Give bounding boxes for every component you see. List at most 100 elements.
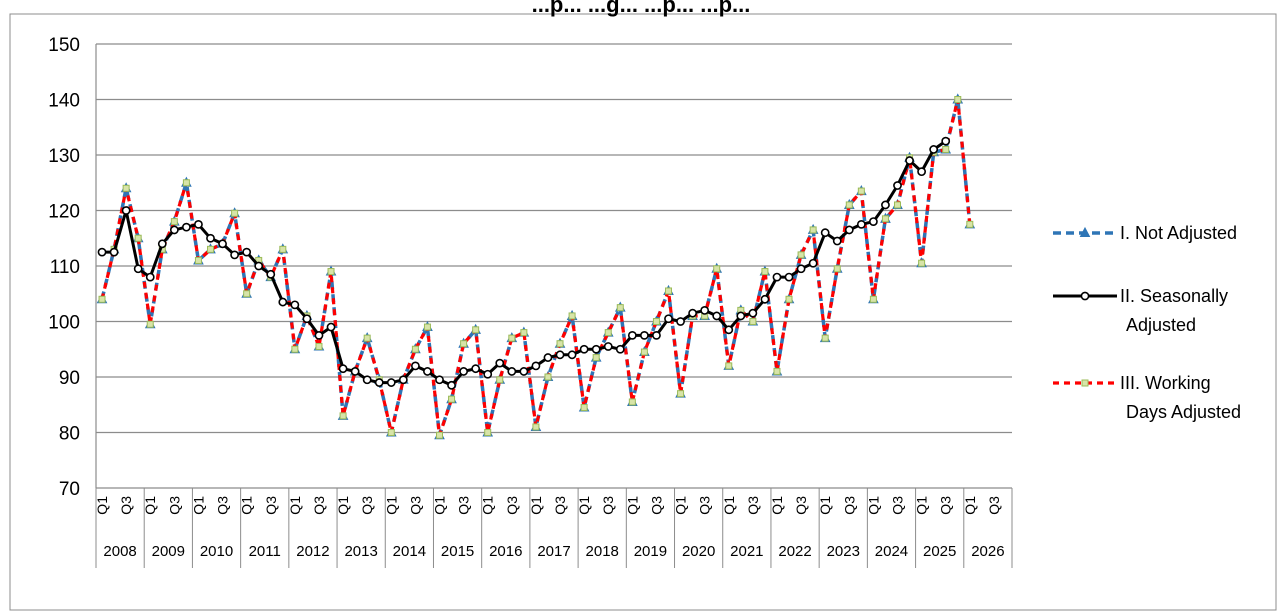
data-point (194, 219, 203, 229)
data-point (725, 362, 733, 370)
x-quarter-label: Q3 (504, 496, 520, 515)
data-point (207, 245, 214, 253)
x-quarter-label: Q3 (793, 496, 809, 515)
data-point (532, 423, 540, 431)
legend: I. Not Adjusted II. Seasonally Adjusted III… (1053, 223, 1241, 422)
data-point (832, 236, 842, 246)
x-year-label: 2008 (103, 543, 136, 560)
x-quarter-label: Q1 (769, 496, 785, 515)
x-quarter-label: Q1 (239, 496, 255, 515)
data-point (362, 375, 372, 385)
data-point (472, 326, 480, 334)
data-point (1079, 226, 1091, 237)
data-point (314, 330, 324, 340)
data-point (942, 145, 950, 153)
data-point (627, 330, 637, 340)
data-point (809, 226, 817, 234)
data-point (929, 145, 939, 154)
data-point (615, 344, 625, 354)
x-quarter-label: Q3 (407, 496, 423, 515)
x-year-label: 2018 (586, 543, 619, 560)
data-point (712, 311, 722, 321)
x-quarter-label: Q3 (263, 496, 279, 515)
data-point (194, 256, 202, 264)
data-point (748, 308, 758, 318)
x-year-label: 2026 (971, 543, 1004, 560)
y-tick-label: 150 (48, 35, 80, 56)
data-point (749, 318, 757, 325)
data-point (580, 404, 588, 412)
legend-label: Days Adjusted (1126, 402, 1241, 422)
data-point (760, 294, 770, 304)
x-quarter-label: Q1 (962, 496, 978, 515)
y-tick-label: 100 (48, 313, 80, 334)
data-point (555, 350, 565, 360)
x-year-label: 2009 (152, 543, 185, 560)
data-point (121, 206, 131, 215)
data-point (182, 179, 190, 187)
x-quarter-label: Q3 (552, 496, 568, 515)
data-point (145, 272, 155, 282)
data-point (350, 367, 360, 376)
legend-label: II. Seasonally (1120, 286, 1228, 306)
x-quarter-label: Q3 (890, 496, 906, 515)
x-year-label: 2020 (682, 543, 715, 560)
x-quarter-label: Q3 (166, 496, 182, 515)
data-point (796, 264, 806, 274)
x-quarter-label: Q1 (335, 496, 351, 515)
data-point (966, 220, 974, 228)
data-point (242, 247, 252, 257)
data-point (411, 345, 419, 353)
data-point (338, 364, 348, 374)
data-point (98, 295, 106, 303)
data-point (676, 317, 685, 326)
data-point (326, 322, 336, 332)
data-point (507, 367, 517, 376)
data-point (856, 219, 866, 229)
data-point (386, 378, 396, 387)
data-point (133, 264, 143, 274)
data-point (278, 297, 288, 307)
legend-item: III. Working Days Adjusted (1053, 373, 1241, 422)
data-point (700, 305, 710, 315)
data-point (893, 181, 902, 190)
data-point (905, 156, 914, 165)
x-year-label: 2022 (778, 543, 811, 560)
data-point (169, 225, 179, 235)
x-year-label: 2016 (489, 543, 522, 560)
data-point (448, 395, 456, 403)
data-point (339, 412, 347, 420)
y-tick-label: 120 (48, 202, 80, 223)
x-quarter-label: Q3 (456, 496, 472, 515)
data-point (797, 251, 805, 259)
data-point (556, 340, 564, 348)
x-quarter-label: Q1 (673, 496, 689, 515)
data-point (170, 218, 178, 226)
data-point (231, 209, 239, 217)
x-year-label: 2014 (393, 543, 426, 560)
data-point (327, 268, 335, 276)
x-quarter-label: Q1 (528, 496, 544, 515)
data-point (97, 247, 107, 257)
data-point (761, 268, 769, 276)
x-quarter-label: Q1 (383, 496, 399, 515)
data-point (459, 367, 469, 376)
x-year-label: 2019 (634, 543, 667, 560)
x-quarter-label: Q1 (865, 496, 881, 515)
x-quarter-label: Q3 (118, 496, 134, 515)
data-point (410, 361, 420, 371)
x-quarter-label: Q3 (745, 496, 761, 515)
data-point (218, 239, 227, 249)
x-quarter-label: Q3 (986, 496, 1002, 515)
data-point (808, 258, 818, 268)
data-point (785, 295, 793, 303)
data-point (423, 323, 431, 331)
x-year-label: 2012 (296, 543, 329, 560)
x-quarter-label: Q3 (311, 496, 327, 515)
data-point (773, 367, 781, 375)
data-point (387, 429, 395, 436)
data-point (495, 358, 505, 368)
data-point (157, 239, 167, 249)
data-point (941, 136, 951, 146)
data-point (254, 261, 264, 271)
